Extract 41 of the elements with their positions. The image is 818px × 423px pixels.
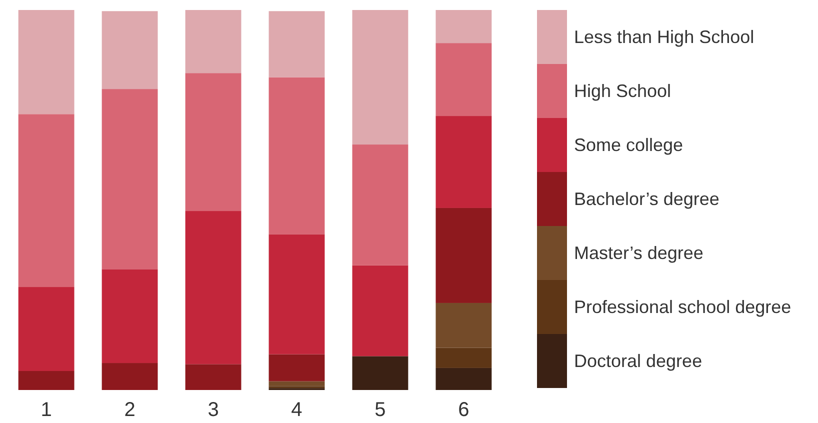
bar — [436, 302, 492, 348]
bar — [18, 371, 74, 390]
bar — [102, 363, 158, 390]
bar — [352, 144, 408, 266]
text: Some college — [574, 135, 684, 155]
x-tick-label: 3 — [208, 399, 219, 421]
bar — [185, 10, 242, 74]
bar — [18, 287, 74, 371]
x-tick-label: 6 — [458, 399, 470, 421]
text: Professional school degree — [574, 297, 792, 317]
bar — [268, 381, 325, 386]
bar — [18, 10, 74, 114]
bar — [268, 11, 325, 78]
bar — [18, 114, 74, 288]
bar — [352, 10, 408, 145]
bar — [185, 364, 242, 390]
bar — [268, 234, 325, 354]
text: Doctoral degree — [574, 351, 702, 371]
bar — [268, 77, 325, 234]
bar — [268, 354, 325, 382]
bar — [436, 368, 492, 390]
text: Master’s degree — [574, 243, 704, 263]
x-tick-label: 4 — [291, 399, 302, 421]
bar — [185, 73, 242, 212]
bar — [436, 116, 492, 208]
bar — [436, 10, 492, 44]
text: Less than High School — [574, 27, 754, 47]
bar — [436, 348, 492, 368]
bar — [352, 356, 408, 390]
bar — [102, 269, 158, 364]
bar — [436, 208, 492, 303]
text: Bachelor’s degree — [574, 189, 720, 209]
x-tick-label: 1 — [40, 399, 52, 421]
x-tick-label: 5 — [374, 399, 386, 421]
bar — [352, 265, 408, 356]
bar — [102, 89, 158, 270]
x-tick-label: 2 — [124, 399, 136, 421]
bar — [436, 43, 492, 116]
bar — [185, 211, 242, 364]
bar — [102, 11, 158, 90]
text: High School — [574, 81, 672, 101]
